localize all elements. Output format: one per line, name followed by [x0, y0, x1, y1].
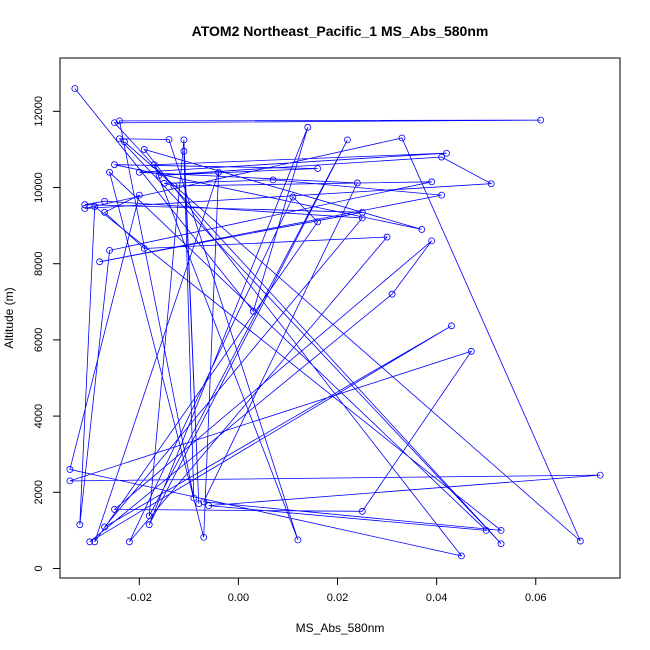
x-axis-label: MS_Abs_580nm	[296, 621, 385, 635]
data-point	[195, 500, 203, 508]
data-point	[81, 205, 89, 212]
data-point	[358, 214, 366, 222]
y-axis-label: Altitude (m)	[2, 287, 16, 348]
data-point	[135, 191, 143, 199]
data-point	[111, 506, 118, 513]
x-tick-label: 0.06	[525, 592, 546, 604]
data-point	[497, 526, 505, 534]
data-point	[398, 134, 406, 142]
data-point	[91, 538, 99, 546]
data-point	[215, 168, 222, 176]
x-tick-label: 0.00	[228, 592, 249, 604]
data-point	[418, 226, 426, 233]
data-point	[289, 193, 297, 201]
chart-title: ATOM2 Northeast_Pacific_1 MS_Abs_580nm	[192, 23, 489, 39]
data-point	[358, 507, 366, 515]
data-point	[576, 537, 584, 545]
data-point	[344, 136, 351, 144]
y-tick-label: 4000	[33, 404, 45, 428]
data-point	[71, 85, 79, 92]
x-tick-label: 0.02	[327, 592, 348, 604]
data-point	[487, 180, 495, 188]
data-point	[116, 117, 123, 125]
data-point	[140, 245, 148, 252]
y-axis: 0 2000 4000 6000 8000 10000 12000	[33, 96, 61, 572]
data-point	[140, 146, 148, 153]
data-point	[249, 307, 257, 315]
data-point	[383, 233, 391, 241]
data-point	[200, 533, 208, 541]
y-tick-label: 2000	[33, 480, 45, 504]
data-point	[111, 119, 118, 127]
series-layer	[66, 85, 604, 560]
data-point	[388, 290, 396, 298]
data-point	[86, 538, 94, 546]
data-point	[190, 494, 198, 502]
data-point	[443, 149, 450, 157]
data-point	[438, 191, 445, 199]
data-point	[170, 182, 178, 190]
data-point	[314, 218, 322, 226]
x-tick-label: -0.02	[127, 592, 152, 604]
data-point	[145, 512, 153, 520]
data-point	[135, 168, 143, 176]
data-point	[205, 502, 213, 510]
data-point	[155, 171, 163, 179]
x-axis: -0.02 0.00 0.02 0.04 0.06	[127, 577, 546, 604]
y-tick-label: 0	[33, 565, 45, 571]
data-point	[294, 536, 302, 544]
data-point	[314, 165, 322, 172]
data-point	[96, 258, 104, 266]
data-point	[200, 498, 208, 506]
data-point	[467, 347, 475, 355]
data-point	[76, 521, 84, 529]
data-point	[180, 147, 188, 155]
series-line	[69, 88, 601, 557]
data-point	[121, 138, 128, 146]
data-point	[101, 523, 109, 531]
data-point	[353, 179, 361, 187]
data-point	[165, 136, 173, 143]
data-point	[106, 246, 113, 254]
data-point	[111, 161, 118, 169]
data-point	[482, 526, 490, 534]
data-point	[304, 123, 312, 131]
x-tick-label: 0.04	[426, 592, 447, 604]
y-tick-label: 6000	[33, 328, 45, 352]
data-point	[269, 176, 277, 184]
data-point	[101, 208, 109, 216]
data-point	[145, 521, 153, 529]
data-point	[458, 552, 465, 560]
data-point	[537, 116, 545, 124]
data-point	[66, 466, 74, 473]
data-point	[101, 197, 109, 205]
data-point	[160, 179, 168, 187]
data-point	[596, 471, 604, 479]
data-point	[125, 538, 133, 546]
data-point	[448, 322, 455, 330]
y-tick-label: 8000	[33, 251, 45, 275]
data-point	[116, 135, 123, 143]
data-point	[438, 153, 445, 161]
data-point	[81, 201, 89, 209]
data-point	[428, 237, 436, 245]
y-tick-label: 12000	[33, 96, 45, 127]
data-point	[91, 203, 99, 210]
data-point	[66, 477, 74, 485]
data-point	[106, 168, 113, 176]
data-point	[428, 178, 436, 186]
y-tick-label: 10000	[33, 172, 45, 203]
data-point	[180, 136, 188, 144]
data-point	[497, 540, 505, 548]
data-point	[150, 161, 158, 169]
